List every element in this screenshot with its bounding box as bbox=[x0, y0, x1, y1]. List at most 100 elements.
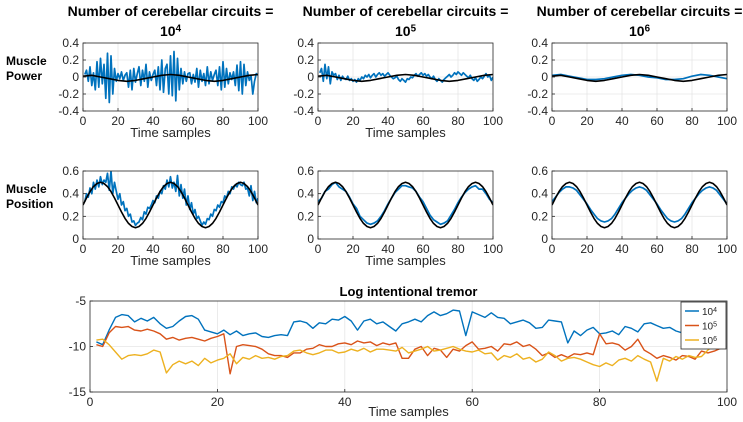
y-tick-label: 0.6 bbox=[531, 164, 548, 178]
legend-label-2-base: 10 bbox=[702, 336, 714, 347]
series-line-reference bbox=[83, 73, 258, 83]
y-tick-label: 0.4 bbox=[62, 187, 79, 201]
series-line-reference bbox=[552, 181, 727, 229]
x-tick-label: 80 bbox=[685, 242, 699, 256]
axes-frame bbox=[317, 170, 494, 240]
legend-label-1: 105 bbox=[702, 321, 717, 332]
y-tick-label: -0.2 bbox=[527, 87, 548, 101]
chart-title-line2-base: 10 bbox=[395, 23, 411, 39]
x-tick-label: 80 bbox=[685, 114, 699, 128]
y-tick-label: 0 bbox=[72, 232, 79, 246]
y-tick-label: 0.2 bbox=[62, 209, 79, 223]
x-tick-label: 0 bbox=[549, 242, 556, 256]
chart-title-line2-exponent: 5 bbox=[411, 24, 417, 35]
x-tick-label: 20 bbox=[111, 114, 125, 128]
x-tick-label: 0 bbox=[315, 242, 322, 256]
x-tick-label: 100 bbox=[248, 242, 268, 256]
y-tick-label: -5 bbox=[75, 294, 86, 308]
x-tick-label: 100 bbox=[483, 242, 503, 256]
chart-title: Log intentional tremor bbox=[340, 284, 478, 299]
y-tick-label: -0.4 bbox=[58, 104, 79, 118]
chart-title-line2-base: 10 bbox=[629, 23, 645, 39]
axes-tremor: 0 20 40 60 80 100 -15 -10 -5 Time samples Log inte… bbox=[69, 284, 738, 419]
chart-title-line2-exponent: 6 bbox=[645, 24, 651, 35]
y-tick-label: 0 bbox=[72, 70, 79, 84]
series-line-10e5 bbox=[96, 325, 721, 375]
y-tick-label: 0.6 bbox=[62, 164, 79, 178]
y-tick-label: 0 bbox=[307, 232, 314, 246]
series-line-reference bbox=[318, 73, 493, 83]
series-line-trace bbox=[319, 63, 493, 85]
row-label-power-line1: Muscle bbox=[6, 54, 47, 68]
legend-label-1-exponent: 5 bbox=[713, 321, 717, 328]
legend-label-0-exponent: 4 bbox=[713, 307, 717, 314]
x-axis-label: Time samples bbox=[365, 125, 446, 140]
y-tick-label: -0.2 bbox=[293, 87, 314, 101]
axes-background bbox=[318, 171, 493, 239]
y-tick-label: 0.4 bbox=[297, 187, 314, 201]
y-tick-label: 0.4 bbox=[531, 187, 548, 201]
y-tick-label: 0.2 bbox=[531, 209, 548, 223]
x-axis-label: Time samples bbox=[130, 253, 211, 268]
axes-position-1e6: 0 20 40 60 80 100 0 0.2 0.4 0.6 bbox=[531, 164, 737, 256]
x-tick-label: 40 bbox=[615, 242, 629, 256]
y-tick-label: 0.4 bbox=[297, 36, 314, 50]
x-tick-label: 0 bbox=[80, 242, 87, 256]
chart-title-line1: Number of cerebellar circuits = bbox=[303, 3, 509, 19]
x-tick-label: 80 bbox=[451, 114, 465, 128]
y-tick-label: 0.6 bbox=[297, 164, 314, 178]
x-tick-label: 80 bbox=[216, 114, 230, 128]
y-tick-label: 0.2 bbox=[531, 53, 548, 67]
x-tick-label: 20 bbox=[580, 242, 594, 256]
row-label-muscle-position: Muscle Position bbox=[6, 182, 53, 212]
x-tick-label: 80 bbox=[451, 242, 465, 256]
series-line-reference bbox=[318, 181, 493, 229]
x-tick-label: 100 bbox=[717, 114, 737, 128]
legend-label-2: 106 bbox=[702, 336, 717, 347]
chart-title-line2-base: 10 bbox=[160, 23, 176, 39]
y-tick-label: -0.2 bbox=[58, 87, 79, 101]
x-axis-label: Time samples bbox=[130, 125, 211, 140]
chart-title-line1: Number of cerebellar circuits = bbox=[68, 3, 274, 19]
chart-title-line1: Number of cerebellar circuits = bbox=[537, 3, 743, 19]
x-tick-label: 40 bbox=[381, 114, 395, 128]
axes-position-1e4: 0 20 40 60 80 100 0 0.2 0.4 0.6 Time samples bbox=[62, 164, 268, 268]
y-tick-label: 0.2 bbox=[297, 53, 314, 67]
x-tick-label: 40 bbox=[338, 395, 352, 409]
y-tick-label: 0 bbox=[541, 70, 548, 84]
series-line-10e4 bbox=[96, 309, 722, 346]
x-tick-label: 40 bbox=[146, 114, 160, 128]
row-label-position-line2: Position bbox=[6, 197, 54, 211]
x-tick-label: 20 bbox=[346, 242, 360, 256]
x-tick-label: 60 bbox=[416, 242, 430, 256]
series-line-trace bbox=[84, 50, 258, 104]
x-tick-label: 0 bbox=[549, 114, 556, 128]
x-tick-label: 60 bbox=[181, 242, 195, 256]
legend-label-1-base: 10 bbox=[702, 322, 714, 333]
y-tick-label: 0.4 bbox=[62, 36, 79, 50]
axes-background bbox=[552, 171, 727, 239]
row-label-power-line2: Power bbox=[6, 69, 43, 83]
y-tick-label: 0.4 bbox=[531, 36, 548, 50]
x-axis-label: Time samples bbox=[365, 253, 446, 268]
legend-label-0: 104 bbox=[702, 307, 717, 318]
y-tick-label: 0.2 bbox=[297, 209, 314, 223]
series-line-reference bbox=[552, 73, 727, 83]
x-tick-label: 40 bbox=[146, 242, 160, 256]
x-tick-label: 20 bbox=[580, 114, 594, 128]
y-tick-label: 0.2 bbox=[62, 53, 79, 67]
row-label-position-line1: Muscle bbox=[6, 182, 47, 196]
y-tick-label: -0.4 bbox=[527, 104, 548, 118]
x-tick-label: 100 bbox=[248, 114, 268, 128]
y-tick-label: 0 bbox=[307, 70, 314, 84]
row-label-muscle-power: Muscle Power bbox=[6, 54, 47, 84]
axes-frame bbox=[82, 170, 259, 240]
x-tick-label: 60 bbox=[466, 395, 480, 409]
x-tick-label: 100 bbox=[717, 242, 737, 256]
x-tick-label: 80 bbox=[593, 395, 607, 409]
